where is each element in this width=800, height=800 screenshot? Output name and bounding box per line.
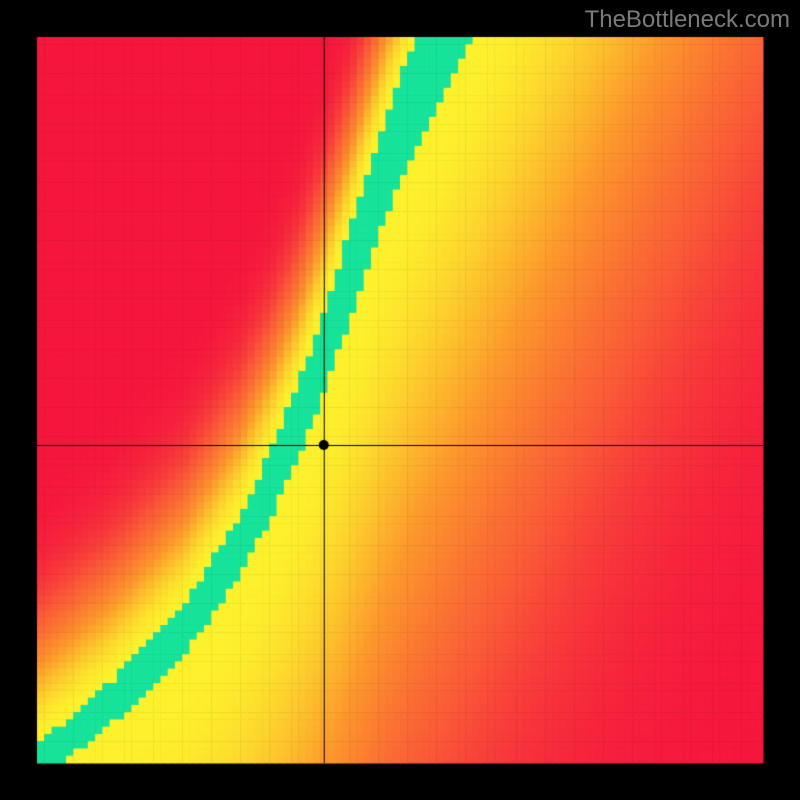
bottleneck-heatmap bbox=[0, 0, 800, 800]
watermark-text: TheBottleneck.com bbox=[585, 6, 790, 34]
chart-container: TheBottleneck.com bbox=[0, 0, 800, 800]
